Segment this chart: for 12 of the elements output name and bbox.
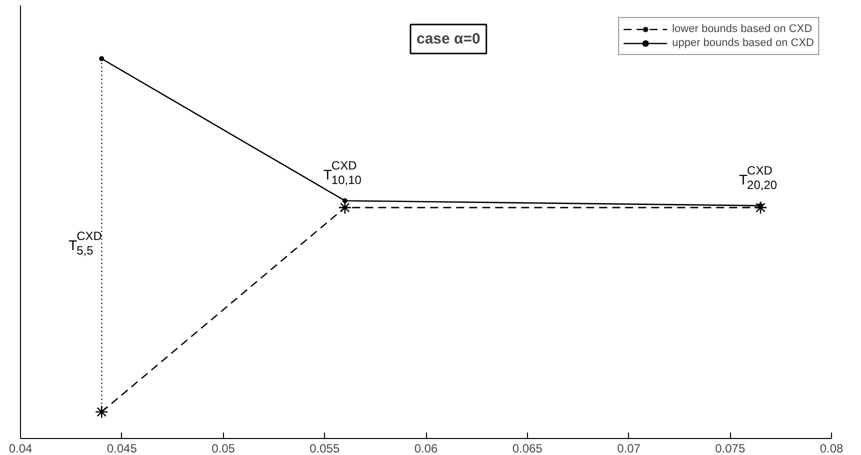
x-tick-label: 0.065 bbox=[512, 442, 543, 455]
x-tick-label: 0.06 bbox=[414, 442, 438, 455]
legend-label: upper bounds based on CXD bbox=[672, 36, 814, 50]
x-tick-label: 0.08 bbox=[820, 442, 844, 455]
text: case α=0 bbox=[416, 30, 480, 48]
x-tick-label: 0.075 bbox=[715, 442, 746, 455]
x-tick-label: 0.07 bbox=[617, 442, 641, 455]
x-tick-label: 0.045 bbox=[106, 442, 138, 455]
x-tick-label: 0.04 bbox=[8, 442, 33, 455]
x-tick-label: 0.05 bbox=[212, 442, 236, 455]
legend-label: lower bounds based on CXD bbox=[672, 22, 812, 36]
x-tick-label: 0.055 bbox=[310, 442, 340, 455]
